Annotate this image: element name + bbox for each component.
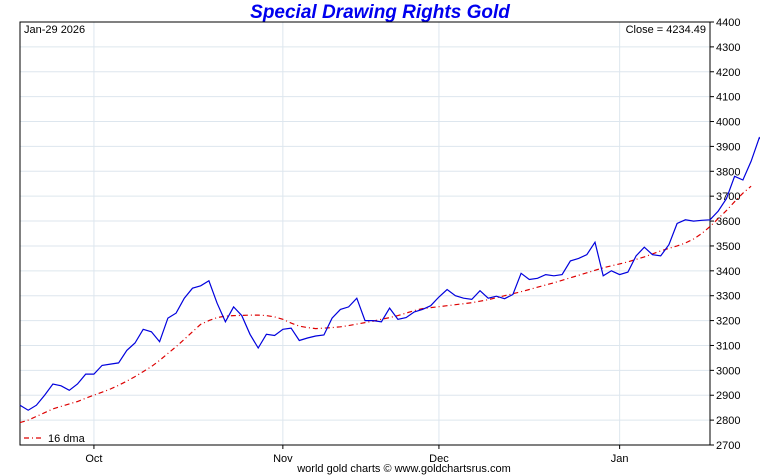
series-line-sdr-gold [19, 136, 760, 411]
series-line-16-dma [19, 185, 752, 424]
y-tick-label: 3100 [716, 340, 740, 352]
plot-frame [19, 21, 711, 446]
y-tick-label: 3500 [716, 241, 740, 253]
chart-title: Special Drawing Rights Gold [250, 2, 510, 23]
y-tick-label: 4400 [716, 17, 740, 29]
y-tick-label: 3600 [716, 216, 740, 228]
y-tick-label: 3200 [716, 316, 740, 328]
y-tick-label: 3400 [716, 266, 740, 278]
y-tick-label: 4000 [716, 117, 740, 129]
y-tick-label: 3800 [716, 166, 740, 178]
y-tick-label: 2700 [716, 440, 740, 452]
footer-credit: world gold charts © www.goldchartsrus.co… [296, 463, 511, 475]
y-tick-label: 4100 [716, 92, 740, 104]
y-tick-label: 3000 [716, 365, 740, 377]
y-tick-label: 2800 [716, 415, 740, 427]
legend-label-16-dma: 16 dma [48, 433, 86, 445]
date-label: Jan-29 2026 [24, 24, 85, 36]
y-tick-label: 3900 [716, 141, 740, 153]
grid [20, 21, 710, 446]
y-tick-label: 3700 [716, 191, 740, 203]
close-label: Close = 4234.49 [626, 24, 706, 36]
x-tick-label: Jan [611, 453, 629, 465]
y-tick-label: 3300 [716, 291, 740, 303]
x-tick-label: Dec [429, 453, 449, 465]
y-tick-label: 4200 [716, 67, 740, 79]
y-tick-label: 4300 [716, 42, 740, 54]
axis-ticks: 2700 2800 2900 3000 3100 3200 3300 3400 3500 3600… [85, 17, 740, 465]
x-tick-label: Nov [273, 453, 293, 465]
y-tick-label: 2900 [716, 390, 740, 402]
x-tick-label: Oct [85, 453, 102, 465]
